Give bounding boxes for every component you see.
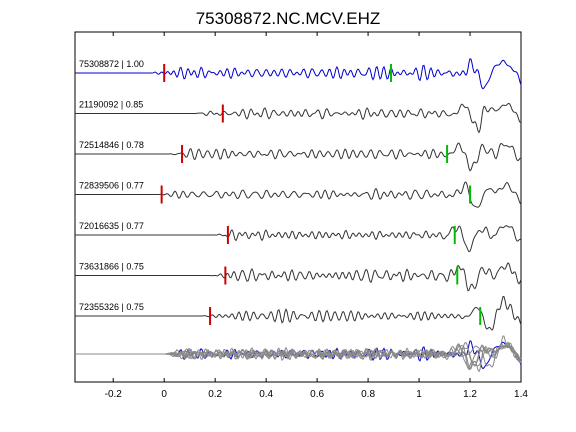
trace-label: 72514846 | 0.78 [79,140,144,150]
x-axis: -0.2 0 0.2 0.4 0.6 0.8 1 1.2 1.4 [105,32,528,400]
x-tick-label: 0.2 [208,389,222,400]
trace-label: 72839506 | 0.77 [79,181,144,191]
x-tick-label: 1.4 [514,389,528,400]
chart-title: 75308872.NC.MCV.EHZ [196,9,381,28]
trace-line [75,102,522,134]
x-tick-label: 1 [416,389,422,400]
stack-trace-line [75,344,522,370]
trace-label: 73631866 | 0.75 [79,262,144,272]
x-tick-label: 0.4 [259,389,273,400]
trace-line [75,225,522,253]
x-tick-label: 0.6 [310,389,324,400]
trace-label: 21190092 | 0.85 [79,100,143,110]
trace-label: 72016635 | 0.77 [79,221,144,231]
stack-trace-line [75,335,522,368]
x-tick-label: 0.8 [361,389,375,400]
x-tick-label: 0 [161,389,167,400]
trace-label: 72355326 | 0.75 [79,302,144,312]
plot-frame [74,31,522,383]
trace-line [75,262,522,292]
trace-line [75,181,522,208]
traces-group: 75308872 | 1.00 21190092 | 0.85 72514846 |… [75,58,522,331]
x-tick-label: 1.2 [463,389,477,400]
x-tick-label: -0.2 [105,389,123,400]
picks-group [160,64,482,325]
trace-label: 75308872 | 1.00 [79,59,144,69]
stack-group [75,335,522,373]
trace-line [75,296,522,331]
trace-line [75,58,522,90]
